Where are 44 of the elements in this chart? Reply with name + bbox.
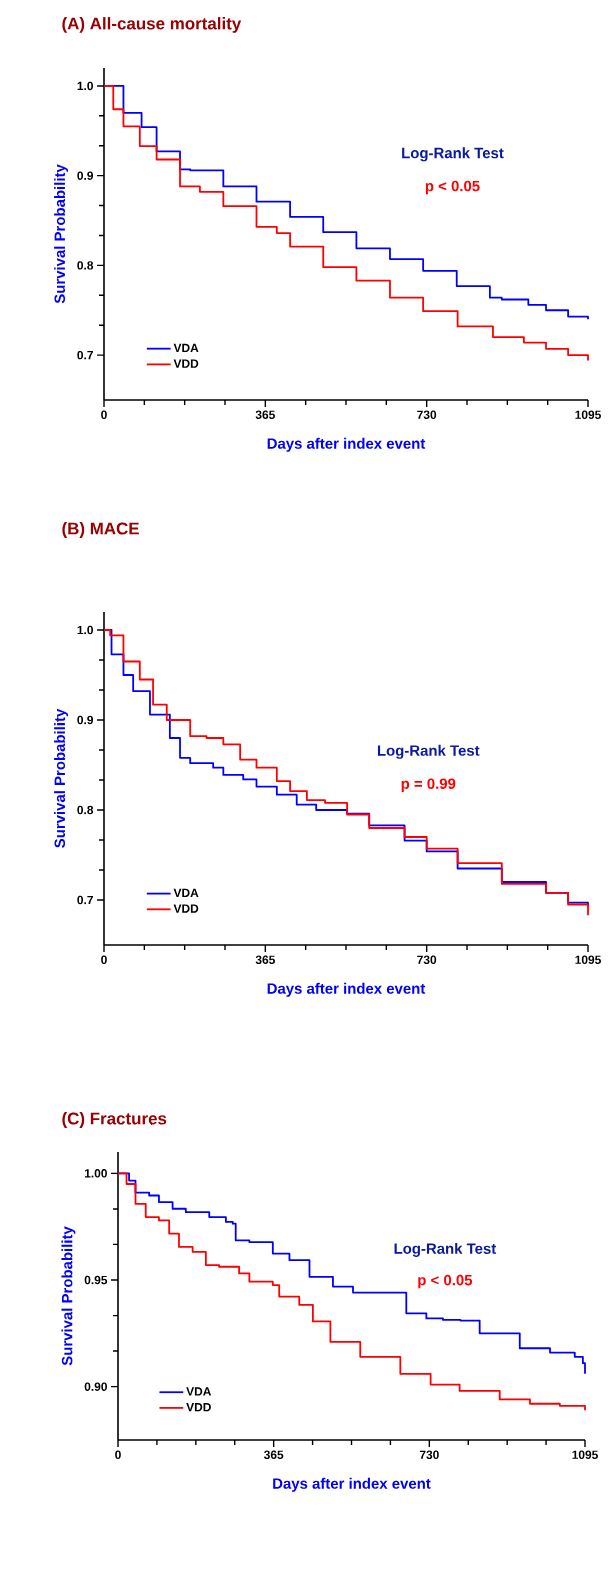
x-tick-label: 365 [255, 410, 275, 419]
annotation: Log-Rank Test [402, 147, 504, 162]
x-tick-label: 1095 [575, 955, 601, 964]
legend-label: VDD [186, 1403, 211, 1412]
x-tick-label: 365 [255, 955, 275, 964]
x-tick-label: 0 [101, 410, 107, 419]
x-axis-title: Days after index event [273, 1477, 431, 1492]
legend-label: VDA [173, 343, 199, 353]
y-tick-label: 0.9 [77, 715, 94, 725]
y-tick-label: 0.8 [77, 261, 94, 270]
y-tick-label: 0.8 [77, 805, 94, 815]
x-tick-label: 0 [115, 1450, 121, 1459]
y-tick-label: 1.00 [84, 1169, 107, 1178]
y-axis-title: Survival Probability [54, 708, 69, 848]
chart-title: (B) MACE [62, 522, 139, 538]
x-axis-title: Days after index event [267, 982, 426, 997]
annotation: p < 0.05 [425, 180, 480, 195]
x-tick-label: 730 [419, 1450, 439, 1460]
y-tick-label: 0.95 [84, 1275, 108, 1285]
y-tick-label: 0.90 [84, 1382, 107, 1391]
y-tick-label: 0.7 [77, 895, 93, 905]
chart-title: (C) Fractures [62, 1112, 167, 1128]
legend-label: VDA [173, 888, 199, 897]
annotation: p < 0.05 [418, 1274, 473, 1289]
x-tick-label: 0 [101, 955, 107, 964]
annotation: p = 0.99 [401, 778, 456, 792]
annotation: Log-Rank Test [394, 1242, 497, 1257]
x-axis-title: Days after index event [267, 437, 426, 452]
y-axis-title: Survival Probability [61, 1226, 76, 1366]
x-tick-label: 730 [417, 410, 437, 419]
x-tick-label: 1095 [572, 1450, 598, 1459]
x-tick-label: 730 [417, 955, 437, 964]
chart-title: (A) All-cause mortality [62, 17, 242, 33]
legend-label: VDD [173, 359, 199, 368]
legend-label: VDD [173, 904, 199, 913]
y-tick-label: 1.0 [77, 625, 93, 635]
annotation: Log-Rank Test [377, 744, 480, 759]
y-axis-title: Survival Probability [54, 164, 69, 304]
y-tick-label: 0.7 [77, 350, 93, 360]
x-tick-label: 1095 [575, 410, 601, 419]
legend-label: VDA [186, 1387, 212, 1396]
x-tick-label: 365 [263, 1450, 284, 1460]
y-tick-label: 0.9 [77, 171, 94, 180]
y-tick-label: 1.0 [77, 81, 93, 91]
